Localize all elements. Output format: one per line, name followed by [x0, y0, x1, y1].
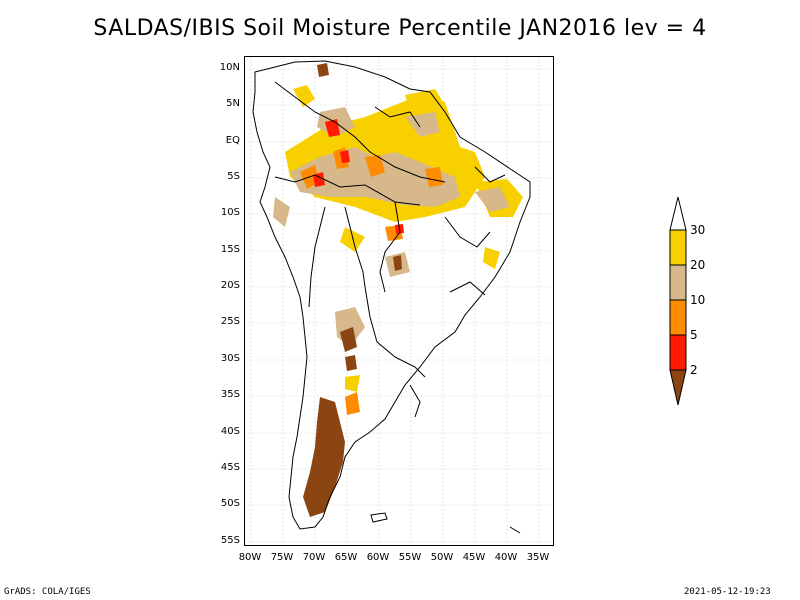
- lon-tick-label: 50W: [430, 552, 454, 563]
- colorbar-below-2: [669, 369, 687, 406]
- lat-tick-label: 35S: [220, 389, 240, 400]
- colorbar-10-20: [669, 264, 687, 301]
- colorbar-2-5: [669, 334, 687, 371]
- lon-tick-label: 45W: [462, 552, 486, 563]
- lon-tick-label: 60W: [366, 552, 390, 563]
- lat-tick-label: 15S: [220, 244, 240, 255]
- lon-tick-label: 40W: [494, 552, 518, 563]
- colorbar-above-30: [669, 196, 687, 231]
- lon-tick-label: 65W: [334, 552, 358, 563]
- coastlines-and-borders: [252, 60, 531, 534]
- lat-tick-label: 45S: [220, 462, 240, 473]
- lat-tick-label: 20S: [220, 280, 240, 291]
- legend-label: 10: [690, 293, 706, 307]
- footer-credit: GrADS: COLA/IGES: [4, 587, 91, 597]
- lon-tick-label: 75W: [270, 552, 294, 563]
- lon-tick-label: 35W: [526, 552, 550, 563]
- lat-tick-label: 55S: [220, 535, 240, 546]
- colorbar: [669, 196, 687, 406]
- lat-tick-label: 50S: [220, 498, 240, 509]
- legend-label: 30: [690, 223, 706, 237]
- lat-tick-label: 40S: [220, 426, 240, 437]
- footer-timestamp: 2021-05-12-19:23: [684, 587, 771, 597]
- lon-tick-label: 80W: [238, 552, 262, 563]
- legend-label: 20: [690, 258, 706, 272]
- legend-label: 2: [690, 363, 698, 377]
- lon-tick-label: 70W: [302, 552, 326, 563]
- lat-tick-label: 10S: [220, 207, 240, 218]
- lat-tick-label: 10N: [219, 62, 240, 73]
- map-panel: [244, 56, 554, 546]
- lat-tick-label: EQ: [225, 135, 240, 146]
- moisture-shading: [273, 63, 523, 517]
- colorbar-5-10: [669, 299, 687, 336]
- lon-tick-label: 55W: [398, 552, 422, 563]
- colorbar-20-30: [669, 229, 687, 266]
- map-title: SALDAS/IBIS Soil Moisture Percentile JAN…: [93, 16, 707, 41]
- lat-tick-label: 5S: [227, 171, 240, 182]
- lat-tick-label: 30S: [220, 353, 240, 364]
- lat-tick-label: 5N: [226, 98, 240, 109]
- south-america-map: [245, 57, 553, 545]
- legend-label: 5: [690, 328, 698, 342]
- lat-tick-label: 25S: [220, 316, 240, 327]
